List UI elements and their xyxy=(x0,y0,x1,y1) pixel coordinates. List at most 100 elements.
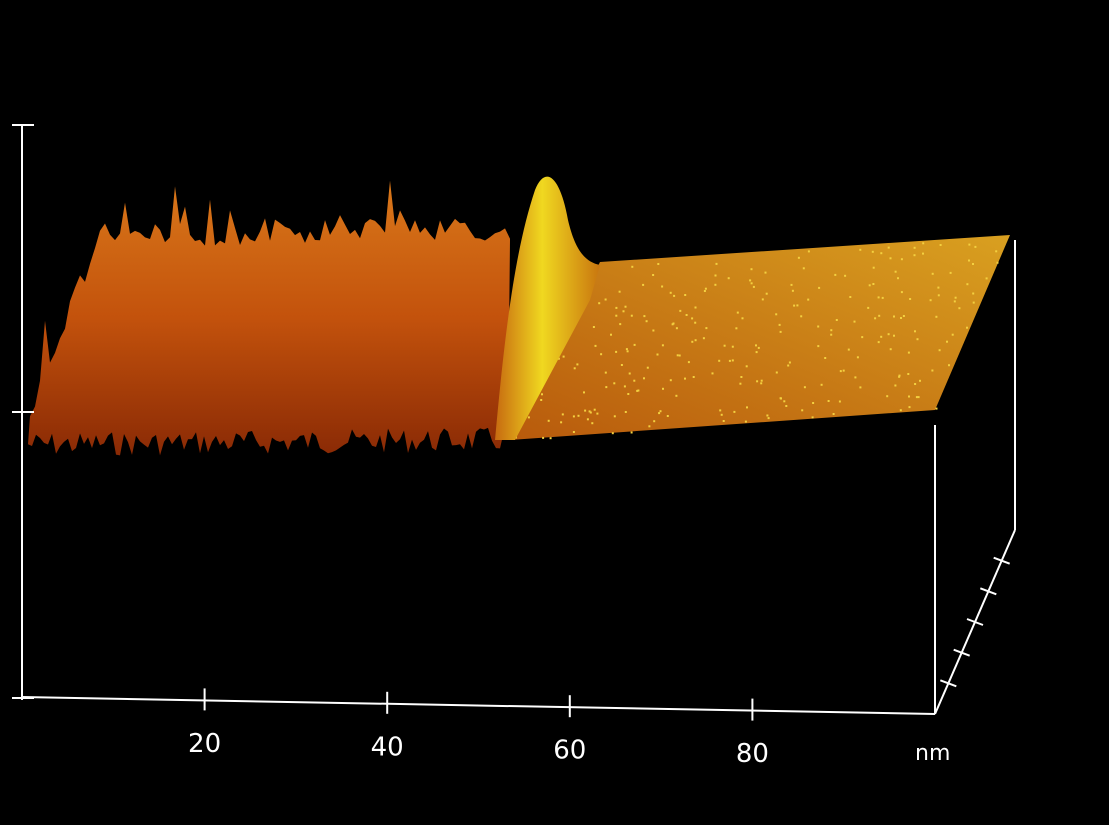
speckle-dot xyxy=(974,245,977,248)
speckle-dot xyxy=(625,348,628,351)
axes xyxy=(12,124,1016,715)
speckle-dot xyxy=(746,406,748,409)
speckle-dot xyxy=(849,296,852,298)
speckle-dot xyxy=(714,274,717,277)
speckle-dot xyxy=(803,386,806,389)
speckle-dot xyxy=(604,298,607,301)
speckle-dot xyxy=(719,409,722,412)
speckle-dot xyxy=(793,304,796,307)
speckle-dot xyxy=(711,372,714,375)
speckle-dot xyxy=(615,306,618,309)
speckle-dot xyxy=(684,294,687,296)
speckle-dot xyxy=(919,379,921,382)
speckle-dot xyxy=(889,257,892,260)
speckle-dot xyxy=(549,437,552,440)
speckle-dot xyxy=(779,397,782,400)
speckle-dot xyxy=(783,400,786,403)
speckle-dot xyxy=(591,422,594,425)
speckle-dot xyxy=(812,402,815,404)
speckle-dot xyxy=(662,387,664,390)
speckle-dot xyxy=(669,379,672,382)
speckle-dot xyxy=(839,370,842,373)
speckle-dot xyxy=(623,385,626,388)
speckle-dot xyxy=(801,409,804,412)
speckle-dot xyxy=(889,348,892,351)
speckle-dot xyxy=(687,361,690,364)
speckle-dot xyxy=(880,335,883,338)
speckle-dot xyxy=(757,346,760,349)
speckle-dot xyxy=(541,393,543,396)
speckle-dot xyxy=(561,413,564,416)
speckle-dot xyxy=(953,300,956,303)
speckle-dot xyxy=(878,314,881,317)
speckle-dot xyxy=(909,298,912,300)
speckle-dot xyxy=(618,290,621,293)
speckle-dot xyxy=(949,271,952,274)
speckle-dot xyxy=(807,298,810,301)
speckle-dot xyxy=(615,314,618,317)
speckle-dot xyxy=(744,420,747,423)
speckle-dot xyxy=(922,242,925,245)
speckle-dot xyxy=(736,311,739,314)
speckle-dot xyxy=(765,292,768,295)
speckle-dot xyxy=(951,333,954,336)
speckle-dot xyxy=(760,382,763,385)
x-tick-label: 40 xyxy=(371,732,404,762)
speckle-dot xyxy=(722,420,725,422)
speckle-dot xyxy=(830,333,833,336)
speckle-dot xyxy=(560,421,563,424)
y-tick xyxy=(979,587,997,596)
speckle-dot xyxy=(972,301,975,304)
speckle-dot xyxy=(844,274,847,277)
speckle-dot xyxy=(972,263,974,265)
speckle-dot xyxy=(583,391,585,394)
speckle-dot xyxy=(605,386,608,389)
speckle-dot xyxy=(913,254,916,257)
speckle-dot xyxy=(628,372,631,375)
speckle-dot xyxy=(778,323,781,326)
speckle-dot xyxy=(619,323,622,326)
speckle-dot xyxy=(653,420,656,423)
speckle-dot xyxy=(624,411,627,413)
speckle-dot xyxy=(577,414,580,417)
speckle-dot xyxy=(966,326,968,329)
speckle-dot xyxy=(642,283,645,286)
speckle xyxy=(514,242,999,440)
x-axis-label: nm xyxy=(915,741,950,766)
speckle-dot xyxy=(854,376,857,379)
speckle-dot xyxy=(731,345,734,348)
speckle-dot xyxy=(761,298,764,301)
y-tick xyxy=(939,679,957,688)
speckle-dot xyxy=(791,289,794,292)
speckle-dot xyxy=(867,306,870,309)
speckle-dot xyxy=(705,327,708,330)
speckle-dot xyxy=(900,258,903,261)
speckle-dot xyxy=(630,314,633,317)
speckle-dot xyxy=(615,350,618,353)
speckle-dot xyxy=(637,389,640,392)
speckle-dot xyxy=(691,317,694,320)
speckle-dot xyxy=(613,382,616,385)
speckle-dot xyxy=(913,246,916,249)
speckle-dot xyxy=(666,415,669,417)
x-tick-label: 80 xyxy=(736,739,769,769)
speckle-dot xyxy=(915,396,918,399)
y-tick xyxy=(966,618,984,626)
speckle-dot xyxy=(907,351,910,354)
speckle-dot xyxy=(691,340,694,343)
speckle-dot xyxy=(594,344,597,347)
speckle-dot xyxy=(584,409,587,412)
speckle-dot xyxy=(589,411,592,414)
speckle-dot xyxy=(620,364,623,366)
rough-region xyxy=(28,180,510,456)
speckle-dot xyxy=(887,333,890,336)
speckle-dot xyxy=(646,366,649,369)
speckle-dot xyxy=(542,436,545,439)
speckle-dot xyxy=(756,380,759,383)
speckle-dot xyxy=(694,321,697,324)
speckle-dot xyxy=(572,415,575,418)
y-ticks xyxy=(939,556,1011,688)
speckle-dot xyxy=(775,371,778,374)
speckle-dot xyxy=(847,348,850,351)
speckle-dot xyxy=(832,413,835,415)
